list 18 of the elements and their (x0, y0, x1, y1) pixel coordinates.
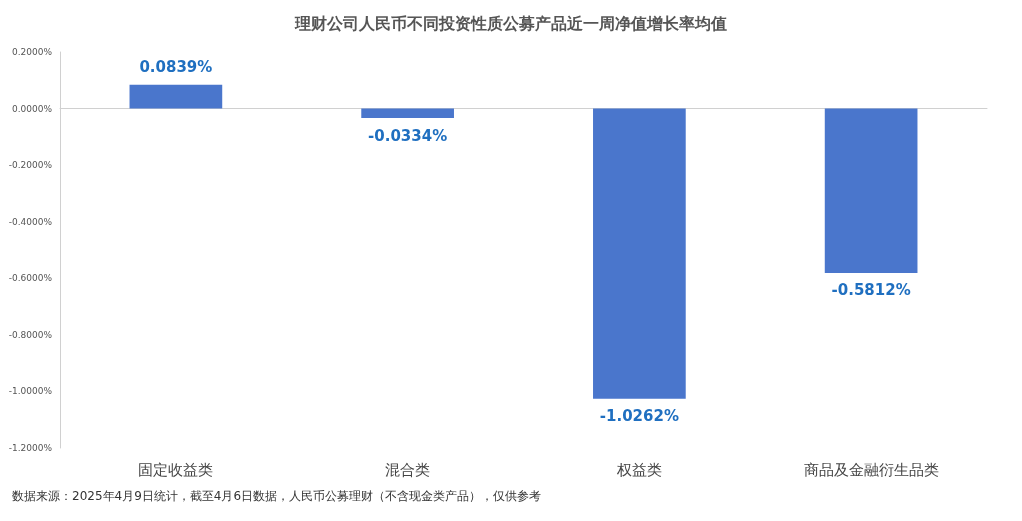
data-label: -0.5812% (831, 281, 911, 300)
y-tick-label: 0.2000% (11, 47, 53, 57)
y-tick-label: -0.8000% (8, 329, 53, 340)
x-tick-label: 商品及金融衍生品类 (803, 460, 939, 479)
y-tick-label: -0.6000% (8, 273, 53, 284)
y-tick-label: -0.4000% (8, 216, 53, 227)
data-label: -1.0262% (599, 407, 679, 426)
y-tick-label: -0.2000% (8, 160, 53, 171)
y-tick-label: -1.2000% (8, 443, 53, 453)
chart-title: 理财公司人民币不同投资性质公募产品近一周净值增长率均值 (294, 13, 727, 33)
source-note: 数据来源：2025年4月9日统计，截至4月6日数据，人民币公募理财（不含现金类产品），仅供参考 (12, 489, 542, 503)
x-tick-label: 混合类 (385, 460, 431, 479)
y-tick-label: -1.0000% (8, 386, 53, 397)
data-label: 0.0839% (139, 58, 213, 77)
x-tick-label: 固定收益类 (138, 460, 214, 479)
y-tick-label: 0.0000% (11, 103, 53, 114)
x-tick-label: 权益类 (615, 460, 662, 479)
data-label: -0.0334% (368, 126, 448, 145)
